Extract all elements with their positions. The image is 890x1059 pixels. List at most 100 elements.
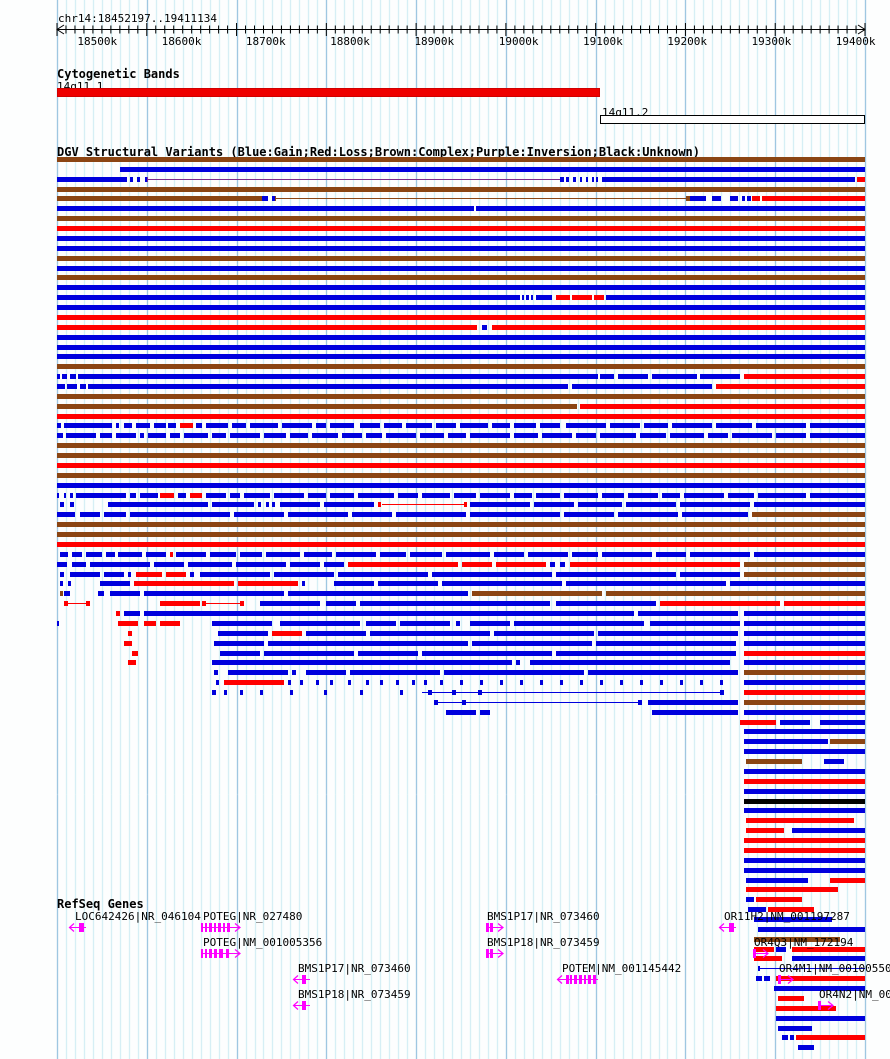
variant-segment-gain[interactable] [602, 551, 652, 557]
variant-segment-loss[interactable] [57, 541, 865, 547]
variant-segment-gain[interactable] [184, 433, 208, 439]
variant-segment-gain[interactable] [434, 699, 438, 705]
variant-segment-gain[interactable] [556, 601, 656, 607]
variant-segment-gain[interactable] [324, 561, 344, 567]
variant-segment-gain[interactable] [456, 620, 460, 626]
variant-segment-gain[interactable] [618, 374, 648, 380]
variant-segment-loss[interactable] [160, 492, 174, 498]
variant-segment-loss[interactable] [57, 314, 865, 320]
variant-segment-gain[interactable] [744, 611, 865, 617]
variant-segment-gain[interactable] [744, 680, 865, 686]
variant-connector[interactable] [382, 504, 464, 506]
variant-segment-gain[interactable] [336, 551, 376, 557]
variant-segment-gain[interactable] [140, 433, 144, 439]
variant-segment-gain[interactable] [290, 561, 320, 567]
variant-segment-gain[interactable] [57, 235, 865, 241]
variant-segment-gain[interactable] [592, 176, 594, 182]
variant-segment-gain[interactable] [428, 689, 432, 695]
variant-segment-loss[interactable] [190, 492, 202, 498]
variant-segment-gain[interactable] [326, 601, 356, 607]
variant-segment-gain[interactable] [478, 689, 482, 695]
variant-segment-loss[interactable] [202, 601, 206, 607]
variant-segment-gain[interactable] [470, 512, 560, 518]
variant-segment-gain[interactable] [810, 433, 865, 439]
variant-segment-loss[interactable] [792, 946, 865, 952]
variant-connector[interactable] [148, 178, 560, 180]
variant-segment-loss[interactable] [580, 403, 865, 409]
variant-segment-gain[interactable] [100, 581, 130, 587]
variant-segment-gain[interactable] [540, 423, 560, 429]
variant-segment-loss[interactable] [744, 650, 865, 656]
variant-segment-gain[interactable] [130, 492, 136, 498]
variant-segment-gain[interactable] [200, 571, 270, 577]
variant-segment-gain[interactable] [480, 709, 490, 715]
variant-segment-gain[interactable] [330, 423, 354, 429]
variant-segment-gain[interactable] [312, 433, 338, 439]
variant-segment-gain[interactable] [210, 551, 236, 557]
variant-segment-gain[interactable] [124, 611, 140, 617]
variant-segment-gain[interactable] [572, 551, 598, 557]
variant-segment-gain[interactable] [324, 502, 374, 508]
variant-segment-gain[interactable] [744, 620, 865, 626]
variant-segment-gain[interactable] [596, 640, 736, 646]
variant-segment-loss[interactable] [240, 601, 244, 607]
variant-segment-gain[interactable] [70, 492, 73, 498]
variant-segment-gain[interactable] [260, 601, 320, 607]
variant-segment-gain[interactable] [57, 295, 520, 301]
variant-segment-loss[interactable] [740, 719, 776, 725]
variant-segment-loss[interactable] [378, 502, 381, 508]
variant-segment-gain[interactable] [640, 433, 666, 439]
variant-segment-gain[interactable] [700, 680, 703, 686]
variant-segment-gain[interactable] [756, 976, 762, 982]
variant-segment-gain[interactable] [810, 492, 865, 498]
variant-segment-unknown[interactable] [744, 798, 865, 804]
variant-segment-gain[interactable] [744, 660, 865, 666]
variant-segment-gain[interactable] [530, 660, 730, 666]
variant-segment-gain[interactable] [746, 897, 754, 903]
variant-segment-gain[interactable] [78, 374, 598, 380]
variant-segment-gain[interactable] [436, 423, 456, 429]
variant-segment-gain[interactable] [682, 512, 748, 518]
variant-segment-loss[interactable] [796, 1035, 865, 1041]
variant-segment-gain[interactable] [580, 680, 583, 686]
variant-segment-gain[interactable] [330, 680, 333, 686]
variant-segment-loss[interactable] [776, 1005, 836, 1011]
variant-segment-gain[interactable] [400, 620, 450, 626]
gene-model-glyph[interactable] [812, 1000, 836, 1011]
variant-segment-gain[interactable] [57, 245, 865, 251]
variant-segment-gain[interactable] [754, 916, 832, 922]
variant-segment-loss[interactable] [492, 324, 865, 330]
variant-segment-loss[interactable] [776, 976, 865, 982]
variant-segment-gain[interactable] [130, 512, 230, 518]
variant-segment-gain[interactable] [360, 601, 550, 607]
variant-segment-gain[interactable] [98, 591, 104, 597]
variant-segment-gain[interactable] [744, 739, 828, 745]
variant-segment-gain[interactable] [306, 630, 366, 636]
variant-segment-gain[interactable] [178, 492, 186, 498]
variant-segment-gain[interactable] [116, 433, 136, 439]
variant-segment-complex[interactable] [752, 512, 865, 518]
variant-segment-gain[interactable] [206, 423, 228, 429]
variant-segment-gain[interactable] [680, 571, 740, 577]
variant-segment-gain[interactable] [57, 305, 865, 311]
variant-segment-complex[interactable] [57, 532, 865, 538]
variant-segment-gain[interactable] [448, 433, 466, 439]
variant-segment-gain[interactable] [212, 620, 272, 626]
gene-model-glyph[interactable] [747, 948, 771, 959]
variant-segment-complex[interactable] [686, 196, 690, 202]
variant-segment-loss[interactable] [134, 581, 234, 587]
variant-segment-gain[interactable] [76, 492, 126, 498]
variant-segment-gain[interactable] [626, 502, 676, 508]
variant-segment-loss[interactable] [128, 630, 132, 636]
variant-segment-loss[interactable] [180, 423, 193, 429]
variant-segment-gain[interactable] [782, 1035, 788, 1041]
variant-segment-gain[interactable] [130, 176, 133, 182]
variant-segment-gain[interactable] [744, 867, 865, 873]
variant-segment-gain[interactable] [338, 571, 428, 577]
variant-segment-gain[interactable] [744, 768, 865, 774]
variant-segment-complex[interactable] [744, 699, 865, 705]
variant-segment-loss[interactable] [857, 176, 865, 182]
variant-segment-gain[interactable] [176, 551, 206, 557]
variant-segment-gain[interactable] [366, 620, 396, 626]
variant-segment-loss[interactable] [64, 601, 68, 607]
